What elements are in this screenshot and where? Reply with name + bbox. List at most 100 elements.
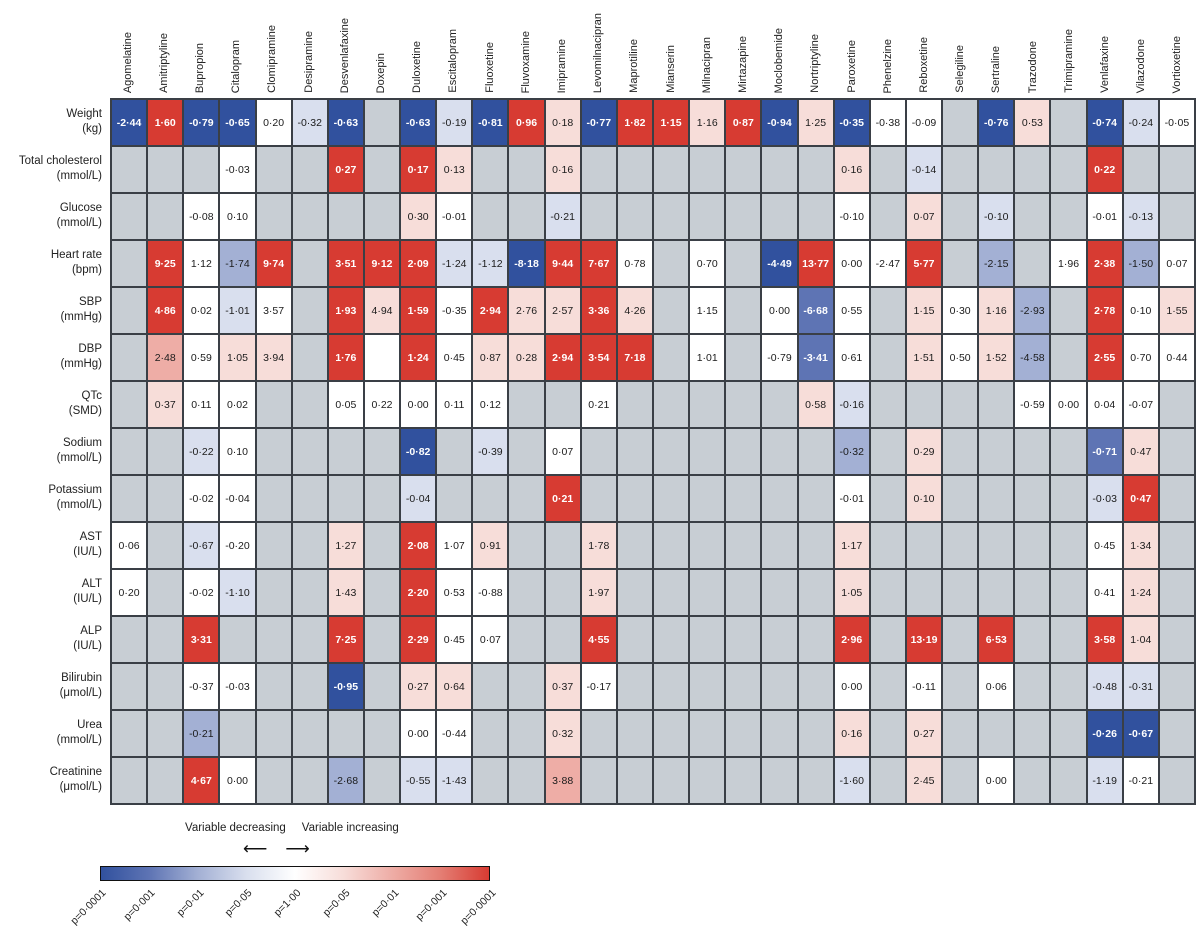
heatmap-cell <box>797 146 834 193</box>
heatmap-cell: -0·03 <box>219 146 256 193</box>
heatmap-cell: -0·09 <box>905 99 943 146</box>
heatmap-cell: 0·10 <box>905 475 943 522</box>
heatmap-cell <box>725 193 762 240</box>
heatmap-cell <box>291 428 328 475</box>
heatmap-cell <box>653 428 690 475</box>
heatmap-cell <box>1050 522 1087 569</box>
column-header-label: Nortriptyline <box>809 34 822 93</box>
heatmap-cell <box>1050 146 1087 193</box>
column-header-mirtazapine: Mirtazapine <box>725 0 761 98</box>
column-header-label: Fluoxetine <box>483 42 496 93</box>
heatmap-cell <box>363 475 401 522</box>
heatmap-cell <box>508 663 545 710</box>
heatmap-cell: 0·32 <box>544 710 581 757</box>
heatmap-cell <box>111 616 148 663</box>
heatmap-cell: -0·05 <box>1158 99 1195 146</box>
column-header-nortriptyline: Nortriptyline <box>798 0 834 98</box>
heatmap-cell: 3·51 <box>327 240 364 287</box>
heatmap-cell <box>327 475 364 522</box>
heatmap-cell <box>147 757 184 804</box>
heatmap-cell: -0·02 <box>183 475 220 522</box>
colorbar-tick-label: p=0·001 <box>121 887 158 923</box>
heatmap-cell <box>472 663 509 710</box>
row-label-sbp: SBP (mmHg) <box>0 286 110 333</box>
heatmap-cell <box>616 522 653 569</box>
heatmap-cell <box>147 475 184 522</box>
column-header-desvenlafaxine: Desvenlafaxine <box>327 0 363 98</box>
heatmap-cell: 1·07 <box>436 522 473 569</box>
heatmap-cell <box>869 381 906 428</box>
heatmap-cell <box>653 146 690 193</box>
heatmap-cell <box>869 522 906 569</box>
heatmap-cell: -0·32 <box>291 99 328 146</box>
heatmap-cell <box>653 569 690 616</box>
heatmap-cell <box>725 475 762 522</box>
heatmap-cell: 0·53 <box>1014 99 1051 146</box>
heatmap-cell <box>905 569 943 616</box>
colorbar-tick-label: p=0·01 <box>369 887 401 919</box>
heatmap-cell <box>363 663 401 710</box>
heatmap-cell <box>1158 757 1195 804</box>
heatmap-cell: 0·45 <box>436 616 473 663</box>
heatmap-cell <box>653 240 690 287</box>
column-header-sertraline: Sertraline <box>979 0 1015 98</box>
heatmap-cell <box>147 193 184 240</box>
heatmap-cell: 3·54 <box>580 334 617 381</box>
heatmap-cell: 3·58 <box>1086 616 1123 663</box>
heatmap-cell <box>472 710 509 757</box>
heatmap-cell <box>797 757 834 804</box>
heatmap-cell <box>508 757 545 804</box>
heatmap-cell <box>219 710 256 757</box>
heatmap-cell <box>616 146 653 193</box>
heatmap-cell <box>508 522 545 569</box>
heatmap-cell: -0·19 <box>436 99 473 146</box>
heatmap-cell: 6·53 <box>978 616 1015 663</box>
heatmap-cell <box>363 334 401 381</box>
heatmap-cell <box>255 475 292 522</box>
heatmap-cell <box>1158 710 1195 757</box>
heatmap-cell: 0·07 <box>472 616 509 663</box>
heatmap-cell <box>725 710 762 757</box>
column-header-label: Escitalopram <box>447 29 460 93</box>
heatmap-cell <box>363 146 401 193</box>
heatmap-cell: 0·64 <box>436 663 473 710</box>
colorbar-tick-label: p=0·05 <box>222 887 255 919</box>
heatmap-cell: -0·21 <box>1122 757 1159 804</box>
heatmap-cell <box>147 710 184 757</box>
heatmap-cell <box>580 757 617 804</box>
heatmap-cell <box>255 569 292 616</box>
heatmap-cell: 4·55 <box>580 616 617 663</box>
heatmap-cell <box>436 428 473 475</box>
heatmap-cell <box>1158 616 1195 663</box>
heatmap-cell <box>978 475 1015 522</box>
heatmap-cell <box>111 428 148 475</box>
heatmap-cell: 0·00 <box>833 240 870 287</box>
heatmap-cell: 0·00 <box>400 381 437 428</box>
heatmap-cell: 9·12 <box>363 240 401 287</box>
heatmap-cell: -1·01 <box>219 287 256 334</box>
heatmap-cell <box>1158 381 1195 428</box>
heatmap-cell <box>978 428 1015 475</box>
heatmap-cell: 0·30 <box>942 287 979 334</box>
heatmap-cell <box>869 663 906 710</box>
heatmap-cell <box>869 757 906 804</box>
column-header-phenelzine: Phenelzine <box>870 0 906 98</box>
heatmap-cell <box>291 710 328 757</box>
column-header-label: Duloxetine <box>411 41 424 93</box>
heatmap-cell <box>508 428 545 475</box>
column-header-label: Moclobemide <box>773 27 786 93</box>
heatmap-cell <box>183 146 220 193</box>
heatmap-cell: 0·07 <box>1158 240 1195 287</box>
column-header-moclobemide: Moclobemide <box>762 0 798 98</box>
heatmap-cell <box>942 522 979 569</box>
row-label-heart-rate: Heart rate (bpm) <box>0 239 110 286</box>
heatmap-cell <box>508 193 545 240</box>
heatmap-cell: 0·06 <box>978 663 1015 710</box>
heatmap-cell: -0·55 <box>400 757 437 804</box>
colorbar-tick-label: p=1·00 <box>271 887 304 919</box>
heatmap-cell: -1·19 <box>1086 757 1123 804</box>
heatmap-cell <box>942 146 979 193</box>
heatmap-cell: 0·37 <box>544 663 581 710</box>
heatmap-cell <box>1158 146 1195 193</box>
heatmap-cell: 1·27 <box>327 522 364 569</box>
